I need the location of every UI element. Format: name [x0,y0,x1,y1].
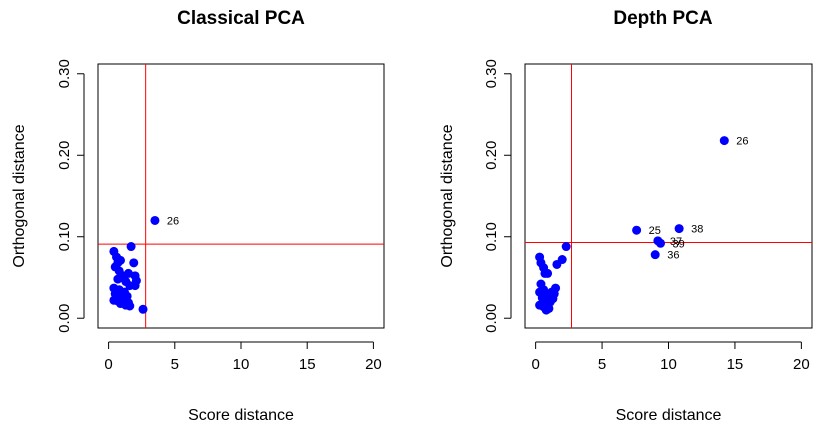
x-tick-label: 0 [531,356,539,373]
data-point [632,225,642,235]
y-tick-label: 0.10 [56,222,73,251]
x-tick-label: 5 [171,356,179,373]
y-tick-label: 0.20 [56,141,73,170]
plot-frame [524,63,813,329]
data-point [656,238,666,248]
data-point [150,215,160,225]
y-tick-label: 0.30 [483,59,500,88]
chart-title: Classical PCA [177,8,305,29]
data-point [138,304,148,314]
x-axis-label: Score distance [616,407,722,424]
point-label: 38 [691,224,703,236]
point-label: 25 [649,225,661,237]
x-axis-label: Score distance [188,407,294,424]
data-point [130,281,140,291]
x-tick-label: 15 [727,356,744,373]
x-tick-label: 20 [793,356,810,373]
point-label: 39 [673,238,685,250]
chart-title: Depth PCA [613,8,713,29]
point-label: 26 [736,136,748,148]
data-point [557,255,567,265]
data-point [674,224,684,234]
plot-frame [97,63,385,329]
data-point [126,242,136,252]
data-point [541,305,551,315]
data-point [125,301,135,311]
y-tick-label: 0.30 [56,59,73,88]
x-tick-label: 20 [365,356,382,373]
y-tick-label: 0.00 [56,304,73,333]
y-axis-label: Orthogonal distance [11,124,28,267]
x-tick-label: 5 [598,356,606,373]
x-tick-label: 10 [233,356,250,373]
data-point [719,136,729,146]
x-tick-label: 15 [299,356,316,373]
data-point [548,294,558,304]
data-point [543,268,553,278]
x-tick-label: 0 [104,356,112,373]
y-axis-label: Orthogonal distance [439,124,456,267]
x-tick-label: 10 [660,356,677,373]
data-point [650,250,660,260]
data-point [113,274,123,284]
y-tick-label: 0.00 [483,304,500,333]
data-point [129,258,139,268]
y-tick-label: 0.10 [483,222,500,251]
point-label: 37 [670,236,682,248]
point-label: 36 [667,250,679,262]
y-tick-label: 0.20 [483,141,500,170]
data-point [561,242,571,252]
chart-panel-1: Classical PCA 0 5 10 15 20 0.00 0.10 0.20 0.30 Sco… [11,8,385,424]
point-label: 26 [167,215,179,227]
chart-panel-2: Depth PCA 0 5 10 15 20 0.00 0.10 0.20 0.30 Score d… [439,8,813,424]
data-point [119,295,129,305]
data-point [116,255,126,265]
